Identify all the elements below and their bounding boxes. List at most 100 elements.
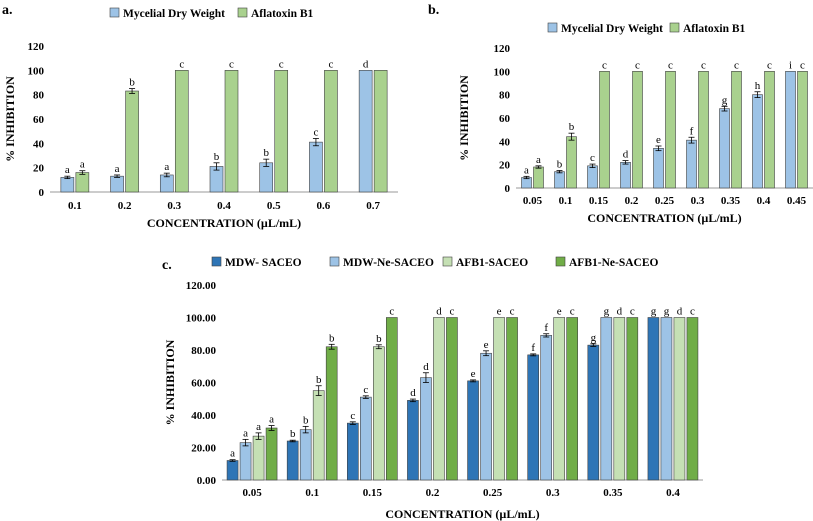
- significance-letter: c: [590, 152, 595, 164]
- bar-afb1-saceo: [493, 317, 505, 481]
- bar-mycelial-dry-weight: [785, 71, 796, 189]
- legend-label: MDW-Ne-SACEO: [343, 257, 434, 269]
- significance-letter: b: [263, 147, 269, 159]
- legend-label: Aflatoxin B1: [251, 8, 314, 20]
- x-tick-label: 0.3: [691, 195, 705, 207]
- bar-aflatoxin-b1: [324, 70, 338, 193]
- significance-letter: a: [80, 159, 85, 171]
- bar-aflatoxin-b1: [125, 90, 139, 193]
- significance-letter: e: [557, 306, 562, 318]
- y-tick-label: 120: [28, 41, 45, 53]
- significance-letter: c: [350, 410, 355, 422]
- significance-letter: h: [755, 80, 761, 92]
- y-tick-label: 100: [28, 65, 45, 77]
- panel-c-chart: c. 0.00 20.00 40.00 60.00 80.00 100.00 120.00 % …: [162, 256, 703, 521]
- bar-mdw-saceo: [226, 460, 239, 481]
- x-tick-label: 0.2: [625, 195, 639, 207]
- bar-mycelial-dry-weight: [587, 165, 598, 189]
- bar-aflatoxin-b1: [174, 70, 189, 193]
- bar-mycelial-dry-weight: [521, 177, 532, 189]
- x-tick-label: 0.5: [267, 200, 281, 212]
- significance-letter: b: [290, 428, 296, 440]
- bar-afb1-saceo: [252, 435, 265, 481]
- bar-mdw-saceo: [467, 380, 479, 481]
- legend-swatch: [109, 7, 120, 18]
- bar-mdw-saceo: [407, 400, 419, 481]
- bar-mdw-ne-saceo: [600, 317, 613, 481]
- bar-mycelial-dry-weight: [60, 177, 75, 193]
- significance-letter: c: [179, 58, 184, 70]
- x-tick-label: 0.35: [603, 487, 623, 499]
- bar-afb1-ne-saceo: [626, 317, 639, 481]
- bar-mdw-ne-saceo: [540, 335, 552, 481]
- x-tick-label: 0.4: [666, 487, 680, 499]
- significance-letter: d: [363, 58, 369, 70]
- significance-letter: c: [389, 306, 394, 318]
- bar-aflatoxin-b1: [224, 70, 239, 193]
- significance-letter: a: [230, 448, 235, 460]
- panel-label: b.: [428, 3, 439, 18]
- significance-letter: c: [449, 306, 454, 318]
- bar-afb1-ne-saceo: [446, 317, 458, 481]
- bar-afb1-ne-saceo: [325, 346, 338, 481]
- significance-letter: g: [591, 332, 597, 344]
- significance-letter: c: [363, 384, 368, 396]
- y-tick-label: 20: [33, 163, 45, 175]
- legend-label: MDW- SACEO: [225, 257, 302, 269]
- significance-letter: f: [690, 125, 694, 137]
- bar-afb1-saceo: [433, 317, 445, 481]
- bar-afb1-saceo: [553, 317, 565, 481]
- x-tick-label: 0.3: [546, 487, 560, 499]
- significance-letter: c: [734, 59, 739, 71]
- bar-mycelial-dry-weight: [686, 139, 697, 189]
- bar-afb1-ne-saceo: [386, 317, 398, 481]
- x-tick-label: 0.1: [559, 195, 573, 207]
- legend-swatch: [669, 22, 680, 33]
- y-tick-label: 100.00: [186, 313, 217, 325]
- significance-letter: a: [115, 163, 120, 175]
- legend-swatch: [329, 256, 340, 267]
- significance-letter: a: [524, 164, 529, 176]
- bar-aflatoxin-b1: [698, 71, 709, 189]
- bar-aflatoxin-b1: [632, 71, 643, 189]
- significance-letter: a: [256, 421, 261, 433]
- bar-mdw-ne-saceo: [420, 377, 432, 481]
- x-tick-label: 0.6: [317, 200, 331, 212]
- y-tick-label: 100: [494, 66, 511, 78]
- significance-letter: b: [303, 414, 309, 426]
- bar-aflatoxin-b1: [75, 172, 90, 193]
- x-tick-label: 0.05: [523, 195, 543, 207]
- legend-label: AFB1-Ne-SACEO: [569, 257, 658, 269]
- significance-letter: a: [243, 427, 248, 439]
- y-tick-label: 60: [499, 113, 511, 125]
- significance-letter: e: [656, 134, 661, 146]
- y-tick-label: 120.00: [186, 280, 217, 292]
- significance-letter: a: [164, 161, 169, 173]
- bar-mdw-ne-saceo: [239, 442, 252, 481]
- y-tick-label: 40: [33, 138, 45, 150]
- significance-letter: c: [328, 58, 333, 70]
- x-tick-label: 0.25: [483, 487, 503, 499]
- y-tick-label: 80: [499, 90, 511, 102]
- bar-aflatoxin-b1: [797, 71, 808, 189]
- y-tick-label: 120: [494, 43, 511, 55]
- significance-letter: c: [690, 306, 695, 318]
- bar-afb1-saceo: [673, 317, 686, 481]
- y-tick-label: 20: [499, 160, 511, 172]
- x-tick-label: 0.45: [787, 195, 807, 207]
- significance-letter: c: [630, 306, 635, 318]
- bar-mdw-ne-saceo: [360, 396, 372, 481]
- bar-mycelial-dry-weight: [752, 94, 763, 189]
- legend-label: AFB1-SACEO: [456, 257, 528, 269]
- panel-label: c.: [162, 258, 172, 273]
- x-tick-label: 0.2: [118, 200, 132, 212]
- significance-letter: b: [129, 77, 135, 89]
- significance-letter: b: [316, 374, 322, 386]
- bar-aflatoxin-b1: [731, 71, 742, 189]
- y-tick-label: 20.00: [191, 443, 216, 455]
- significance-letter: c: [701, 59, 706, 71]
- significance-letter: c: [510, 306, 515, 318]
- bar-mdw-ne-saceo: [480, 352, 492, 481]
